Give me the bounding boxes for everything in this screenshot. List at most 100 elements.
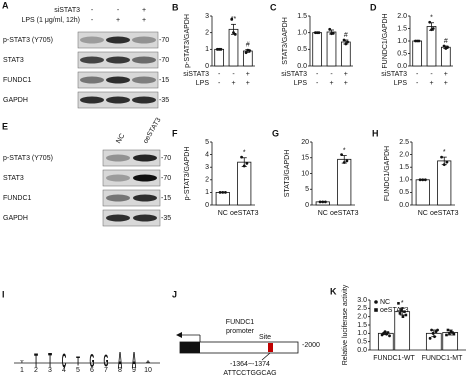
x-tick-label: FUNDC1-WT: [373, 355, 415, 362]
data-point: [233, 32, 237, 36]
condition-mark: +: [246, 71, 250, 78]
x-tick-label: NC: [218, 210, 228, 217]
panel-label: I: [2, 289, 5, 299]
condition-mark: +: [246, 80, 250, 87]
data-point: [451, 331, 454, 334]
data-point: [431, 27, 435, 30]
blot-row-label: p-STAT3 (Y705): [3, 37, 53, 44]
significance-mark: **: [231, 16, 237, 23]
blot-band: [106, 56, 130, 64]
logo-position: 7: [104, 367, 108, 374]
panel-label: G: [272, 128, 279, 138]
bar: [312, 32, 323, 67]
data-point: [244, 51, 248, 55]
data-point: [433, 335, 436, 339]
data-point: [328, 27, 332, 31]
mw-marker: -70: [159, 37, 169, 44]
data-point: [397, 302, 400, 305]
legend-label: oeSTAT3: [380, 307, 409, 314]
logo-position: 6: [90, 367, 94, 374]
data-point: [331, 31, 335, 35]
bar: [215, 191, 230, 206]
end-label: -2000: [302, 342, 320, 349]
promoter-label: promoter: [226, 328, 255, 335]
condition-mark: -: [430, 71, 433, 78]
logo-position: 3: [48, 367, 52, 374]
data-point: [446, 45, 450, 49]
blot-band: [80, 96, 104, 104]
blot-band: [106, 154, 130, 162]
condition-mark: +: [344, 80, 348, 87]
data-point: [230, 17, 234, 21]
y-axis-label: p-STAT3/GAPDH: [184, 14, 191, 68]
data-point: [342, 38, 346, 42]
bar: [228, 28, 239, 67]
blot-band: [132, 96, 156, 104]
data-point: [345, 159, 349, 163]
y-tick-label: 5: [305, 186, 309, 193]
significance-mark: #: [246, 42, 250, 49]
logo-letter: A: [132, 348, 137, 374]
condition-label: LPS: [394, 80, 408, 87]
bar: [415, 179, 430, 206]
condition-mark: +: [329, 80, 333, 87]
blot-band: [133, 174, 157, 182]
logo-position: 9: [132, 367, 136, 374]
bar: [326, 31, 337, 67]
condition-mark: -: [316, 71, 319, 78]
significance-mark: #: [444, 38, 448, 45]
significance-mark: *: [430, 15, 433, 22]
bar: [437, 160, 452, 206]
data-point: [346, 40, 350, 44]
data-point: [430, 328, 433, 332]
blot-band: [80, 76, 104, 84]
data-point: [424, 178, 427, 182]
y-tick-label: 2.0: [399, 151, 409, 158]
logo-letter: T: [20, 361, 24, 364]
y-tick-label: 0: [205, 63, 209, 70]
y-tick-label: 3: [205, 13, 209, 20]
blot-band: [106, 36, 130, 44]
data-point: [417, 39, 421, 43]
y-tick-label: 2.5: [399, 139, 409, 146]
panel-label: F: [172, 128, 178, 138]
y-tick-label: 1.5: [297, 13, 307, 20]
logo-letter: G: [104, 351, 109, 371]
data-point: [318, 200, 322, 204]
data-point: [218, 191, 222, 194]
panel-label: E: [2, 121, 8, 131]
y-tick-label: 0.0: [397, 63, 407, 70]
y-tick-label: 0: [205, 202, 209, 209]
y-axis-label: Relative luciferase activity: [342, 284, 349, 365]
lane-label: NC: [115, 133, 126, 145]
data-point: [342, 161, 346, 164]
data-point: [386, 331, 390, 334]
data-point: [442, 163, 446, 167]
y-tick-label: 4: [205, 151, 209, 158]
data-point: [452, 332, 456, 336]
blot-row-label: GAPDH: [3, 215, 28, 222]
data-point: [400, 308, 403, 312]
data-point: [446, 328, 450, 332]
y-tick-label: 1: [205, 46, 209, 53]
y-tick-label: 0.5: [357, 339, 367, 346]
blot-row-label: p-STAT3 (Y705): [3, 155, 53, 162]
blot-band: [133, 214, 157, 222]
condition-mark: -: [330, 71, 333, 78]
y-tick-label: 0.0: [297, 63, 307, 70]
mw-marker: -15: [161, 195, 171, 202]
y-tick-label: 2.0: [397, 13, 407, 20]
blot-band: [132, 36, 156, 44]
data-point: [398, 312, 402, 315]
panel-label: A: [2, 0, 9, 10]
blot-band: [106, 96, 130, 104]
bar: [237, 161, 252, 206]
bar: [337, 158, 352, 206]
data-point: [324, 200, 327, 204]
blot-band: [132, 76, 156, 84]
y-tick-label: 2.0: [357, 314, 367, 321]
data-point: [224, 191, 227, 194]
bar: [242, 50, 253, 67]
blot-band: [80, 36, 104, 44]
site-label: Site: [259, 334, 271, 341]
